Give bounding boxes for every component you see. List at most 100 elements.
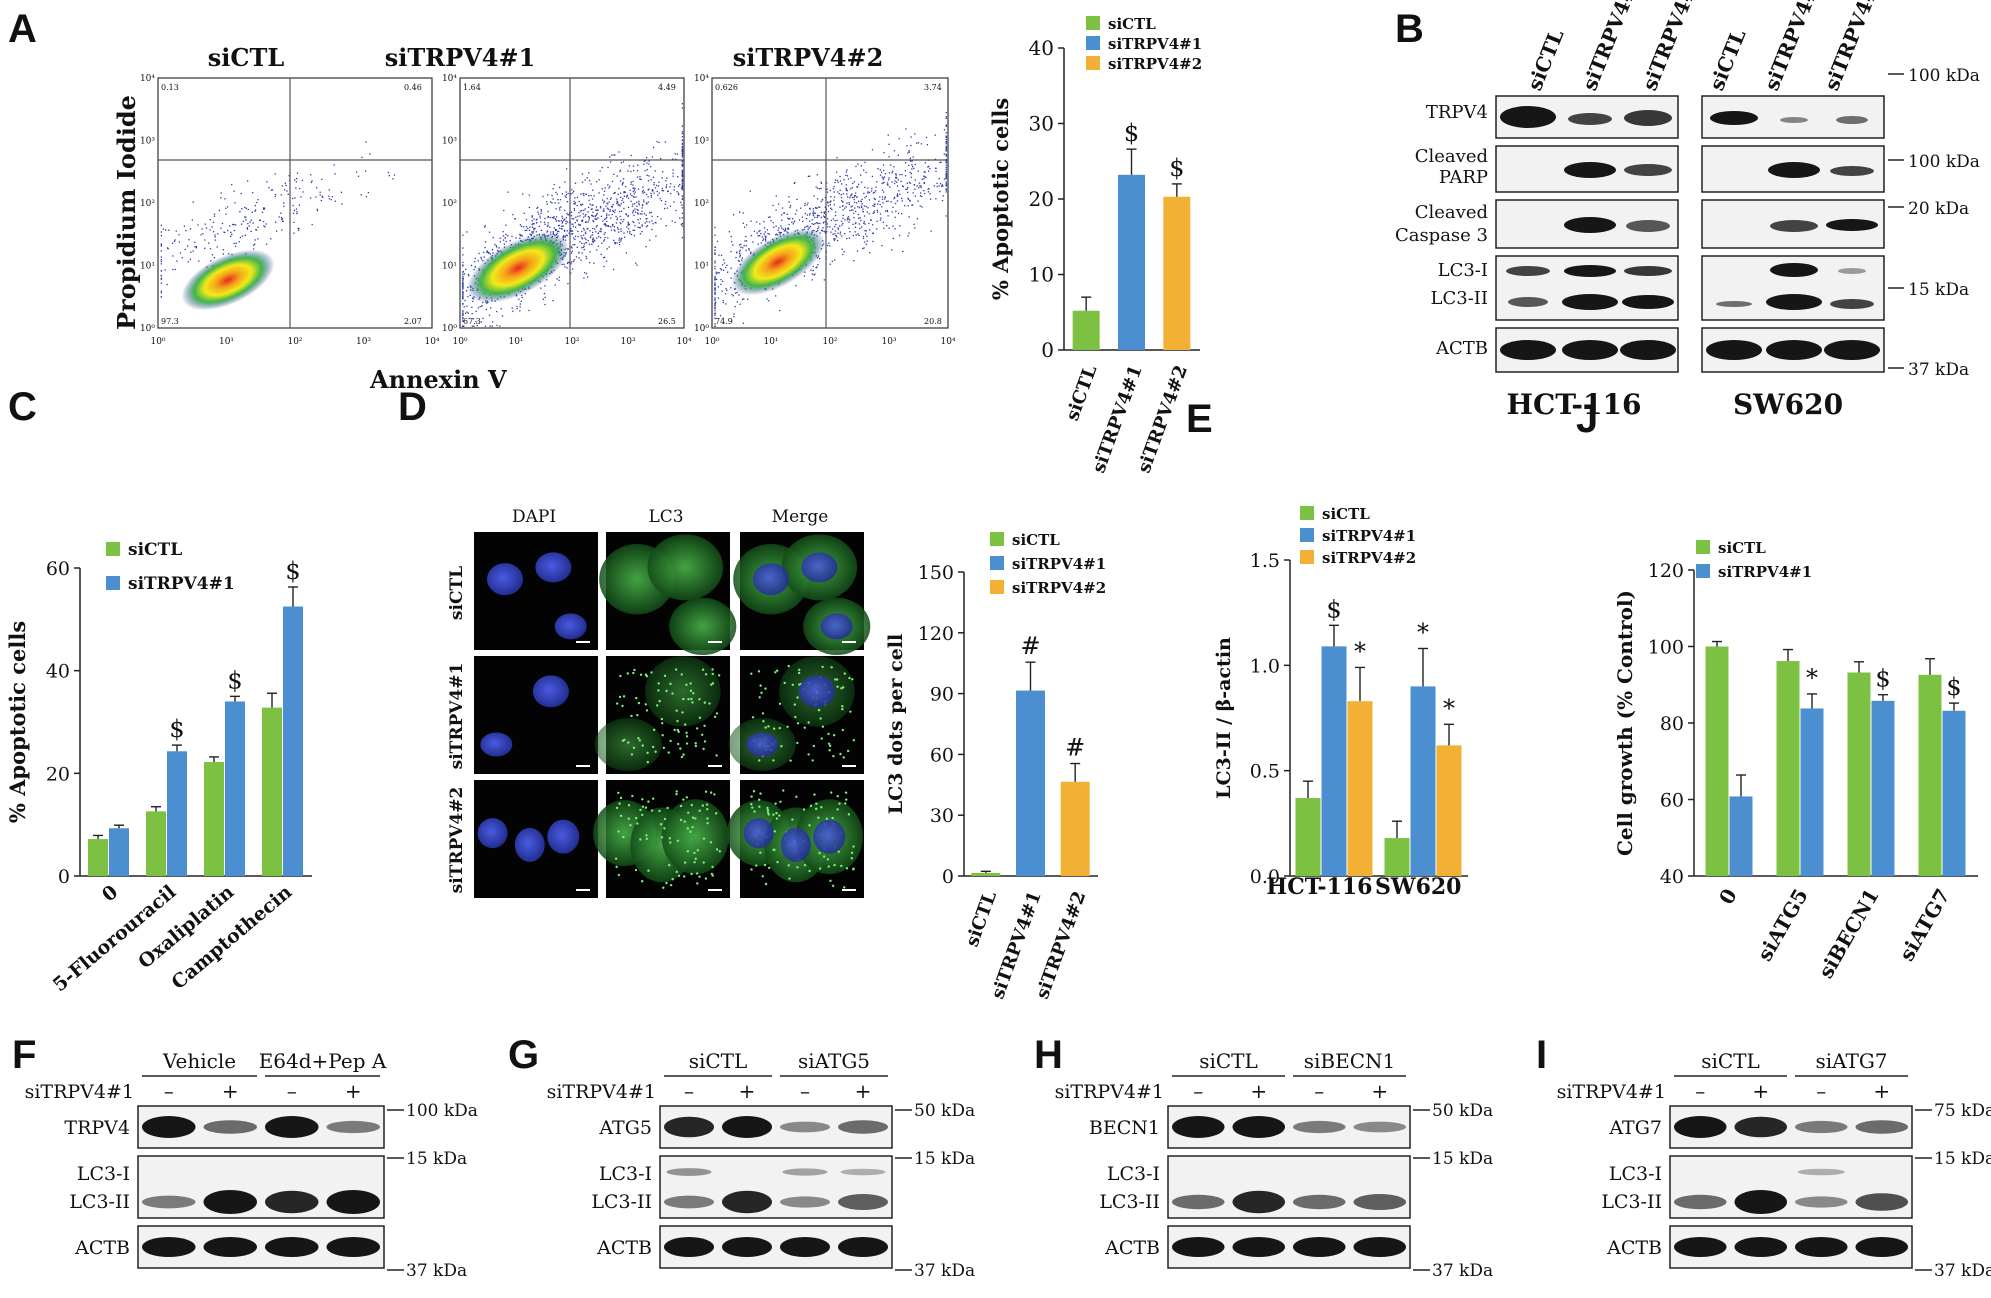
flow-dot	[715, 273, 718, 275]
flow-dot	[681, 180, 684, 183]
flow-dot	[462, 325, 464, 327]
flow-dot	[569, 221, 571, 223]
b-lane-1: siCTL	[1522, 26, 1568, 94]
flow-dot	[253, 248, 255, 250]
lc3-dot	[685, 742, 689, 745]
flow-dot	[235, 242, 237, 244]
flow-dot	[656, 215, 659, 218]
flow-dot	[618, 151, 620, 153]
flow-dot	[544, 285, 546, 287]
flow-dot	[871, 149, 874, 151]
flow-dot	[632, 184, 634, 186]
flow-dot	[666, 177, 668, 179]
lc3-dot	[637, 736, 640, 740]
flow-dot	[864, 161, 866, 164]
flow-dot	[564, 195, 566, 197]
flow-dot	[807, 202, 809, 204]
flow-dot	[641, 190, 644, 193]
flow-dot	[519, 234, 521, 236]
flow-dot	[610, 226, 612, 228]
flow-dot	[565, 196, 567, 199]
band	[1353, 1121, 1406, 1133]
flow-dot	[715, 301, 717, 304]
flow-dot	[646, 156, 648, 159]
flow-dot	[910, 136, 912, 138]
flow-dot	[609, 209, 611, 211]
flow-dot	[816, 198, 819, 200]
nucleus	[780, 827, 811, 862]
flow-dot	[775, 195, 777, 197]
lc3-dot	[614, 857, 618, 860]
flow-dot	[546, 231, 548, 233]
flow-dot	[816, 207, 818, 209]
flow-dot	[587, 276, 589, 278]
flow-dot	[486, 302, 488, 304]
flow-dot	[539, 217, 541, 219]
y-tick-label: 0	[1041, 338, 1054, 362]
flow-dot	[172, 255, 174, 257]
flow-dot	[738, 211, 741, 213]
flow-dot	[553, 183, 555, 186]
flow-dot	[387, 171, 390, 174]
nucleus	[801, 552, 838, 583]
lc3-dot	[766, 809, 770, 812]
flow-dot	[818, 206, 820, 208]
lc3-dot	[751, 716, 755, 719]
flow-dot	[195, 247, 198, 249]
flow-dot	[907, 191, 909, 194]
flow-dot	[904, 205, 906, 207]
flow-dot	[200, 234, 202, 236]
flow-dot	[565, 194, 568, 196]
flow-dot	[834, 230, 837, 232]
flow-dot	[805, 217, 808, 220]
flow-dot	[893, 198, 895, 200]
flow-dot	[867, 192, 869, 194]
flow-dot	[852, 223, 854, 225]
flow-dot	[835, 234, 837, 237]
flow-dot	[596, 237, 598, 239]
flow-dot	[532, 223, 534, 225]
flow-dot	[584, 231, 587, 233]
flow-dot	[728, 231, 731, 233]
lc3-dot	[758, 798, 761, 801]
flow-dot	[851, 193, 853, 195]
group-label: siATG5	[798, 1049, 870, 1073]
flow-dot	[824, 211, 826, 213]
flow-dot	[896, 181, 898, 183]
flow-dot	[914, 227, 916, 229]
flow-dot	[856, 196, 858, 198]
bar	[1384, 838, 1410, 876]
flow-dot	[783, 212, 785, 214]
significance-mark: *	[1354, 637, 1366, 665]
flow-dot	[606, 216, 608, 219]
lc3-dot	[658, 699, 661, 703]
nucleus	[480, 732, 513, 757]
flow-dot	[514, 218, 516, 220]
flow-dot	[625, 213, 627, 215]
flow-dot	[909, 157, 911, 159]
flow-dot	[165, 229, 167, 231]
lc3-dot	[636, 822, 639, 825]
flow-dot	[750, 235, 753, 237]
flow-dot	[591, 234, 594, 236]
flow-dot	[565, 220, 567, 222]
flow-dot	[583, 209, 585, 212]
flow-dot	[618, 241, 621, 243]
flow-dot	[855, 234, 857, 236]
flow-dot	[637, 188, 640, 190]
flow-dot	[623, 195, 626, 197]
flow-dot	[213, 215, 216, 217]
flow-dot	[924, 162, 926, 164]
lc3-dot	[698, 875, 701, 878]
flow-dot	[927, 159, 930, 161]
lc3-dot	[817, 816, 820, 819]
flow-dot	[817, 230, 819, 232]
y-tick-label: 60	[46, 558, 70, 580]
y-axis-label: % Apoptotic cells	[5, 621, 30, 823]
lc3-dot	[836, 685, 839, 688]
flow-dot	[666, 190, 669, 193]
flow-dot	[681, 217, 684, 219]
flow-dot	[600, 207, 602, 209]
lc3-dot	[758, 759, 761, 762]
